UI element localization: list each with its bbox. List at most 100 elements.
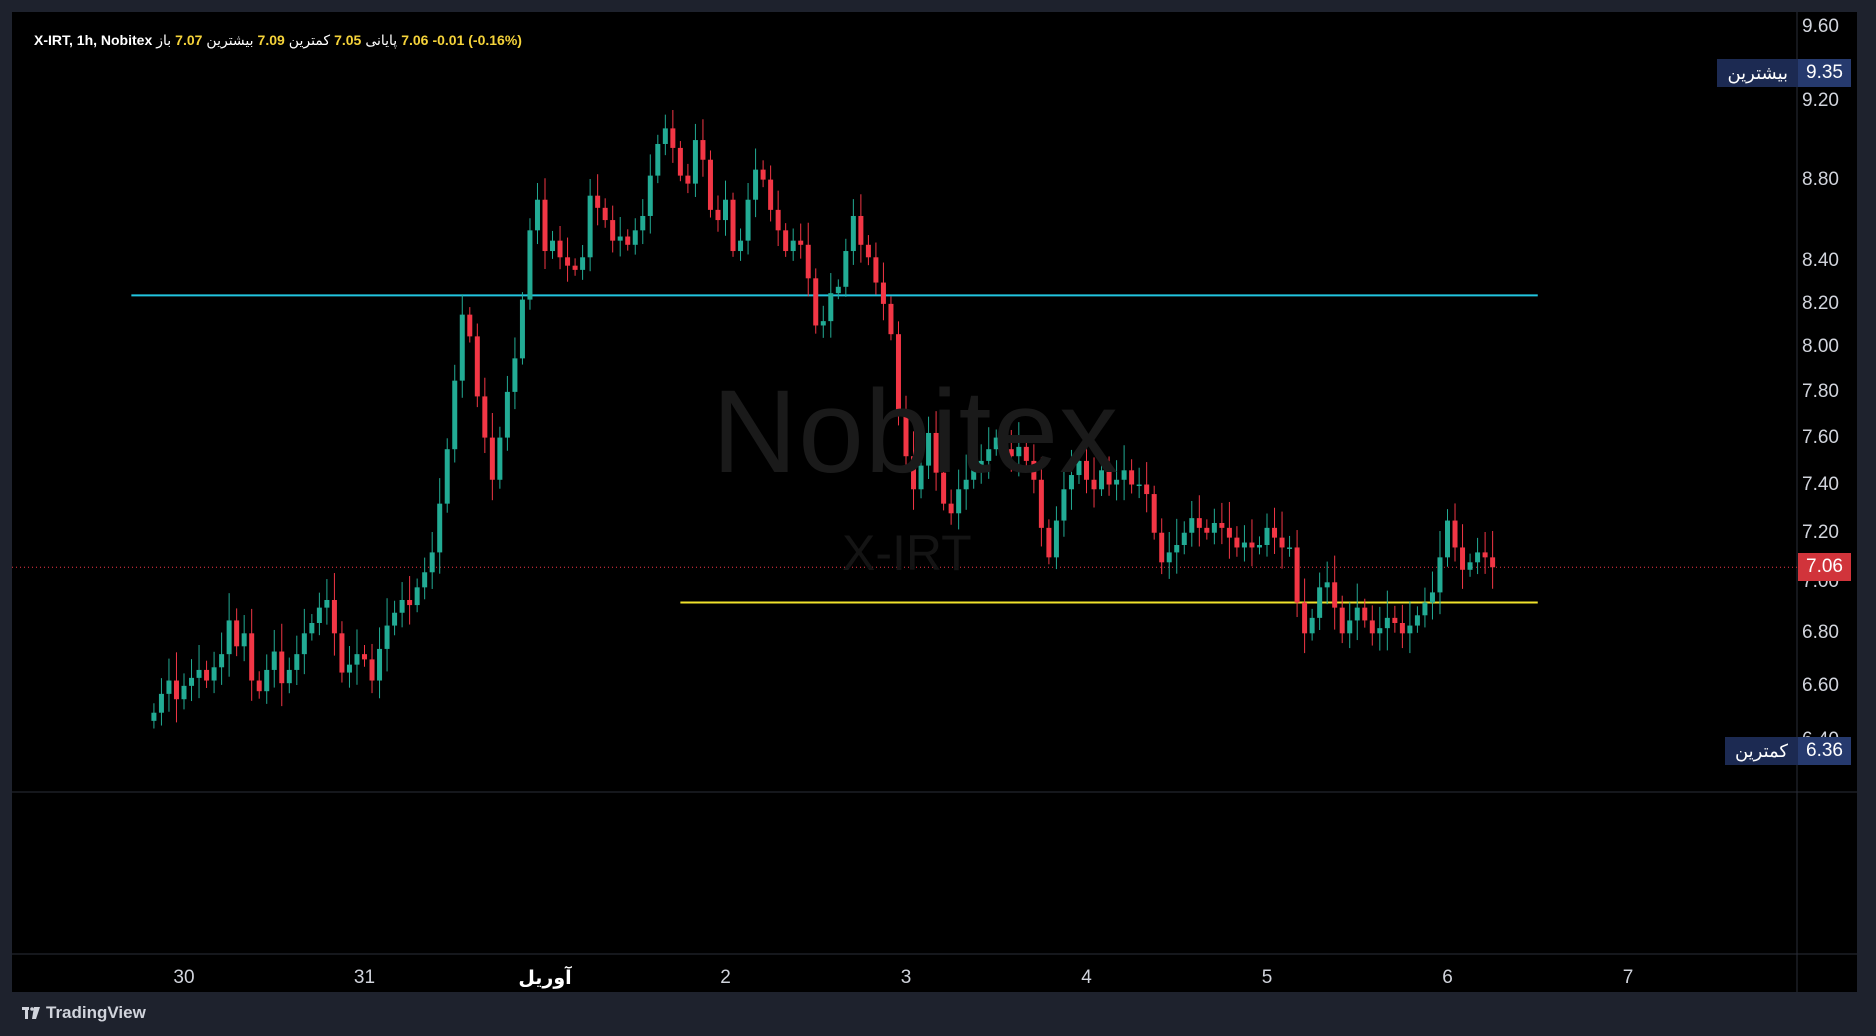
change-value: -0.01 (-0.16%) [432,32,522,48]
candle-body [692,140,698,184]
candle-body [1309,617,1315,634]
candle-body [369,659,375,681]
price-tick-label: 6.80 [1802,622,1839,644]
candle-body [324,599,330,608]
candle-body [670,128,676,148]
candle-body [1144,484,1150,495]
candle-body [1219,522,1225,528]
candle-body [474,336,480,397]
candle-body [219,654,225,668]
candle-body [963,479,969,490]
candle-body [640,215,646,231]
candle-body [926,432,932,466]
candle-body [843,251,849,287]
candle-body [617,236,623,241]
candle-body [1399,622,1405,634]
candle-body [1324,582,1330,588]
candle-body [1460,547,1466,570]
time-tick-label: 6 [1442,967,1453,988]
candle-body [1392,617,1398,623]
candle-body [1106,470,1112,485]
candle-body [1347,620,1353,634]
candle-body [1181,532,1187,545]
symbol-name[interactable]: X-IRT, 1h, Nobitex [34,32,153,48]
candle-body [158,693,164,713]
candle-body [865,244,871,258]
candle-body [557,240,563,258]
candle-body [1490,557,1496,568]
candle-body [1016,446,1022,457]
candle-body [880,282,886,304]
close-value: 7.06 [401,32,429,48]
candle-body [753,169,759,200]
candle-body [565,257,571,266]
candle-body [1159,532,1165,563]
candle-body [166,680,172,694]
candle-body [1001,437,1007,450]
high-label: بیشترین [206,32,254,48]
candle-body [1008,449,1014,457]
candle-body [527,230,533,300]
candle-body [294,654,300,670]
candle-body [895,334,901,415]
candle-body [354,654,360,665]
candle-body [1061,489,1067,521]
price-tick-label: 7.40 [1802,473,1839,495]
candle-body [820,321,826,326]
candle-body [978,460,984,471]
candle-body [392,612,398,626]
watermark: Nobitex [712,366,1120,498]
candle-body [1046,527,1052,558]
candle-body [1174,544,1180,553]
candle-body [595,195,601,208]
candle-body [783,230,789,252]
candle-body [715,209,721,221]
chart-frame[interactable]: Nobitex X-IRT X-IRT, 1h, Nobitex باز 7.0… [12,12,1857,992]
candle-body [1279,537,1285,548]
candle-body [422,572,428,588]
price-tick-label: 8.00 [1802,336,1839,358]
candle-body [346,664,352,673]
candle-body [941,472,947,504]
chart-canvas[interactable] [12,12,1857,992]
candle-body [309,622,315,634]
candle-body [264,669,270,692]
price-tick-label: 7.20 [1802,521,1839,543]
candle-body [662,128,668,144]
candle-body [1189,518,1195,533]
candle-body [790,240,796,252]
candle-body [1084,460,1089,480]
candle-body [1369,620,1375,634]
candle-body [1264,527,1270,545]
candle-body [1076,460,1082,476]
candle-body [986,449,992,461]
candle-body [362,654,367,660]
candle-body [768,179,774,210]
candle-body [241,633,247,647]
time-tick-label: 5 [1261,967,1273,988]
candle-body [1204,527,1210,533]
price-tick-label: 9.60 [1802,15,1839,37]
tradingview-brand[interactable]: TradingView [46,1003,146,1022]
price-tick-label: 8.80 [1802,168,1839,190]
candle-body [1249,542,1255,548]
candle-body [993,437,999,450]
high-marker-value: 9.35 [1798,58,1851,87]
candle-body [828,293,834,322]
candle-body [1437,557,1443,593]
candle-body [602,207,608,221]
candle-body [550,240,556,252]
candle-body [805,244,811,279]
price-tick-label: 6.60 [1802,674,1839,696]
candle-body [971,470,977,480]
candle-body [632,230,638,245]
candle-body [625,236,631,245]
time-tick-label: 4 [1081,967,1092,988]
candle-body [1226,527,1232,538]
candle-body [655,143,661,176]
candle-body [1136,484,1142,487]
candle-body [234,620,240,647]
candle-body [1339,607,1345,634]
candle-body [452,380,458,450]
candle-body [1384,617,1390,629]
